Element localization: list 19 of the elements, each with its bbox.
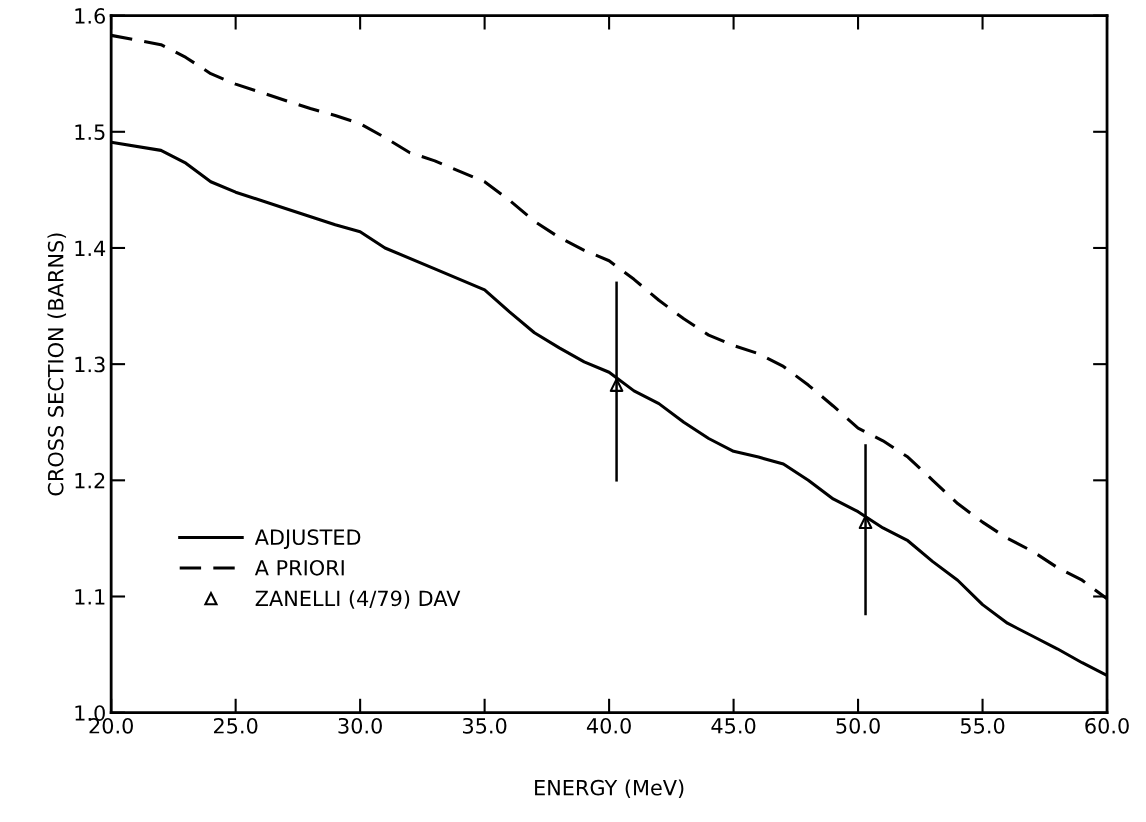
x-tick-label: 50.0 [836, 717, 880, 734]
x-tick-label: 30.0 [338, 717, 382, 734]
x-tick-label: 55.0 [960, 717, 1005, 734]
x-tick-label: 40.0 [586, 717, 631, 734]
x-tick-label: 45.0 [711, 717, 756, 734]
x-tick-label: 35.0 [463, 717, 507, 734]
x-tick-label: 60.0 [1085, 717, 1129, 734]
y-tick-label: 1.3 [75, 356, 105, 373]
legend-label: A PRIORI [254, 559, 344, 576]
y-tick-label: 1.2 [75, 472, 105, 489]
x-tick-label: 25.0 [213, 717, 258, 734]
legend-label: ZANELLI (4/79) DAV [255, 590, 461, 609]
y-tick-label: 1.4 [75, 240, 106, 256]
legend-label: ADJUSTED [254, 529, 361, 549]
y-axis-title: CROSS SECTION (BARNS) [47, 233, 67, 496]
y-tick-label: 1.5 [75, 124, 105, 141]
x-axis-title: ENERGY (MeV) [535, 779, 684, 798]
y-tick-label: 1.6 [75, 8, 105, 24]
y-tick-label: 1.1 [75, 589, 105, 605]
